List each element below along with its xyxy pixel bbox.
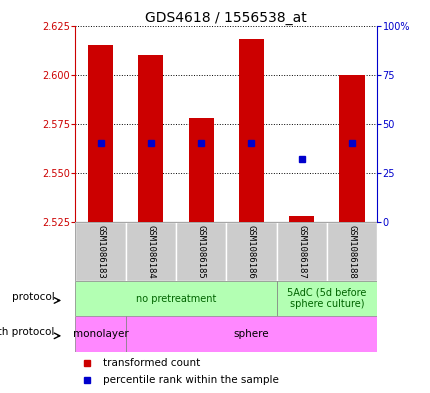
Bar bbox=[75, 222, 126, 281]
Bar bbox=[276, 281, 376, 316]
Bar bbox=[226, 222, 276, 281]
Text: GSM1086185: GSM1086185 bbox=[196, 225, 205, 278]
Bar bbox=[126, 222, 175, 281]
Text: protocol: protocol bbox=[12, 292, 54, 302]
Text: monolayer: monolayer bbox=[73, 329, 128, 339]
Bar bbox=[276, 222, 326, 281]
Text: 5AdC (5d before
sphere culture): 5AdC (5d before sphere culture) bbox=[286, 288, 366, 309]
Text: sphere: sphere bbox=[233, 329, 269, 339]
Title: GDS4618 / 1556538_at: GDS4618 / 1556538_at bbox=[145, 11, 307, 24]
Text: GSM1086186: GSM1086186 bbox=[246, 225, 255, 278]
Text: transformed count: transformed count bbox=[102, 358, 200, 367]
Bar bbox=[126, 316, 376, 352]
Text: GSM1086188: GSM1086188 bbox=[347, 225, 356, 278]
Bar bbox=[75, 316, 126, 352]
Bar bbox=[188, 118, 213, 222]
Bar bbox=[138, 55, 163, 222]
Bar bbox=[75, 281, 276, 316]
Bar bbox=[88, 45, 113, 222]
Text: GSM1086183: GSM1086183 bbox=[96, 225, 105, 278]
Text: no pretreatment: no pretreatment bbox=[135, 294, 216, 304]
Bar bbox=[338, 75, 364, 222]
Text: growth protocol: growth protocol bbox=[0, 327, 54, 337]
Bar bbox=[289, 216, 313, 222]
Bar bbox=[326, 222, 376, 281]
Bar bbox=[175, 222, 226, 281]
Text: GSM1086187: GSM1086187 bbox=[297, 225, 305, 278]
Bar bbox=[238, 39, 263, 222]
Text: GSM1086184: GSM1086184 bbox=[146, 225, 155, 278]
Text: percentile rank within the sample: percentile rank within the sample bbox=[102, 375, 278, 385]
